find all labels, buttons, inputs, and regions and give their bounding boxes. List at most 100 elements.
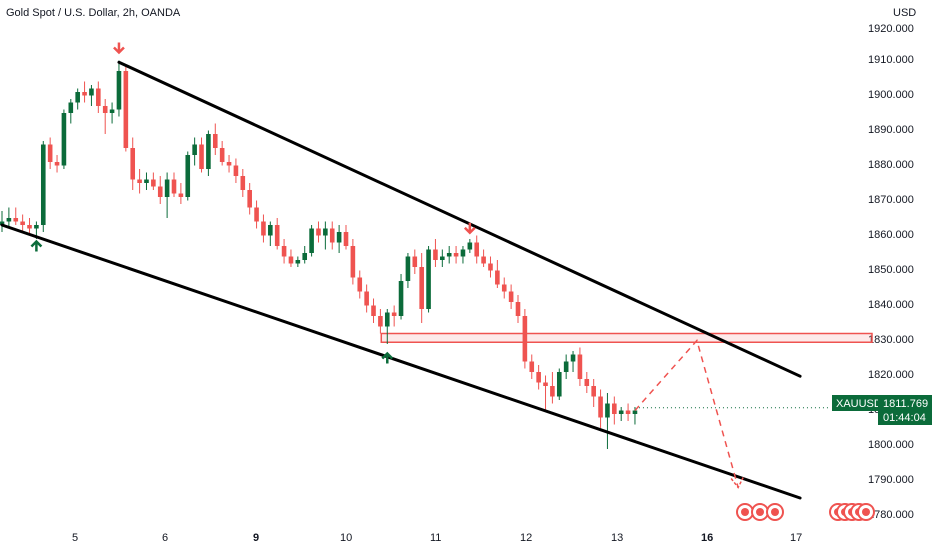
candle-body: [130, 148, 136, 180]
candle-body: [440, 256, 445, 260]
resistance-zone-layer: [380, 332, 873, 343]
candle: [474, 235, 480, 264]
current-price-value: 1811.769: [883, 398, 928, 410]
candle: [350, 239, 356, 285]
x-axis: 5 6 9 10 11 12 13 16 17: [72, 532, 802, 544]
candle: [192, 137, 197, 166]
candle-body: [343, 232, 349, 246]
x-tick-label: 12: [520, 532, 532, 544]
bar-countdown: 01:44:04: [883, 412, 926, 424]
candle-body: [20, 221, 25, 225]
candle: [488, 256, 493, 278]
candle: [433, 239, 438, 267]
up-arrow-icon: [30, 239, 43, 252]
y-tick-label: 1800.000: [868, 439, 914, 451]
candle: [501, 277, 507, 299]
candle: [0, 211, 5, 232]
candle: [612, 396, 617, 425]
candle-body: [157, 186, 163, 197]
candle-body: [591, 386, 596, 397]
candle-body: [274, 225, 280, 246]
candle: [233, 158, 239, 183]
projection-arrowhead: [730, 477, 744, 489]
upper-channel-line[interactable]: [117, 60, 802, 378]
candle-body: [219, 148, 225, 162]
candle: [185, 151, 191, 201]
candle: [6, 207, 12, 229]
us-flag-event-icon[interactable]: [751, 503, 769, 521]
candle: [130, 137, 136, 190]
us-flag-event-icon[interactable]: [736, 503, 754, 521]
y-tick-label: 1890.000: [868, 124, 914, 136]
candle: [405, 253, 411, 288]
candle: [89, 85, 94, 106]
candle: [164, 172, 170, 218]
candle-body: [82, 92, 87, 96]
candle: [102, 99, 108, 134]
y-tick-label: 1780.000: [868, 509, 914, 521]
x-tick-label: 6: [162, 532, 168, 544]
candle: [171, 172, 177, 197]
candle-body: [164, 179, 170, 197]
candle: [316, 221, 321, 243]
candle-body: [137, 179, 142, 183]
candle: [515, 295, 521, 323]
candle-body: [378, 316, 383, 327]
candle-body: [412, 256, 418, 267]
candle-body: [13, 218, 19, 222]
y-tick-label: 1870.000: [868, 194, 914, 206]
candle-body: [598, 396, 603, 418]
candle-body: [144, 179, 149, 183]
candle-body: [488, 263, 493, 271]
candle-body: [309, 228, 314, 253]
candle-body: [268, 225, 273, 236]
us-flag-event-icon[interactable]: [857, 503, 875, 521]
candle-body: [34, 225, 39, 229]
candle-body: [316, 228, 321, 236]
candle: [584, 372, 590, 393]
current-price-label: XAUUSD 1811.769 01:44:04: [832, 395, 932, 425]
candle: [598, 389, 603, 428]
candle-body: [577, 354, 583, 379]
candle: [109, 102, 115, 124]
candle-body: [446, 253, 452, 257]
x-tick-label: 9: [253, 532, 259, 544]
candle-body: [563, 361, 569, 372]
candle-body: [398, 281, 404, 316]
lower-channel-line[interactable]: [0, 223, 802, 500]
candle-body: [405, 256, 411, 281]
candle: [556, 368, 562, 400]
candle-body: [109, 109, 115, 113]
candle-body: [329, 228, 335, 243]
candle-body: [96, 88, 101, 106]
candle: [384, 309, 390, 344]
candle-body: [192, 144, 197, 155]
candle: [391, 305, 397, 327]
candle: [329, 221, 335, 250]
candle: [419, 253, 424, 323]
candle-body: [185, 155, 191, 197]
candle: [357, 270, 363, 299]
candle-body: [27, 225, 32, 229]
event-icons-group: [736, 503, 875, 521]
candle: [529, 354, 535, 379]
candle-body: [206, 134, 211, 169]
candle: [268, 221, 273, 246]
candle-body: [433, 249, 438, 260]
candle-body: [584, 379, 590, 386]
projection-path[interactable]: [634, 338, 739, 488]
symbol-label: XAUUSD: [836, 398, 882, 410]
y-tick-label: 1790.000: [868, 474, 914, 486]
candle: [212, 123, 218, 155]
candle: [281, 239, 287, 264]
candle: [123, 64, 129, 152]
us-flag-event-icon[interactable]: [766, 503, 784, 521]
candle-body: [171, 179, 177, 194]
candle-body: [233, 165, 239, 176]
resistance-zone[interactable]: [380, 332, 873, 343]
candle: [157, 176, 163, 204]
candle-body: [212, 134, 218, 148]
candle-body: [536, 372, 541, 383]
